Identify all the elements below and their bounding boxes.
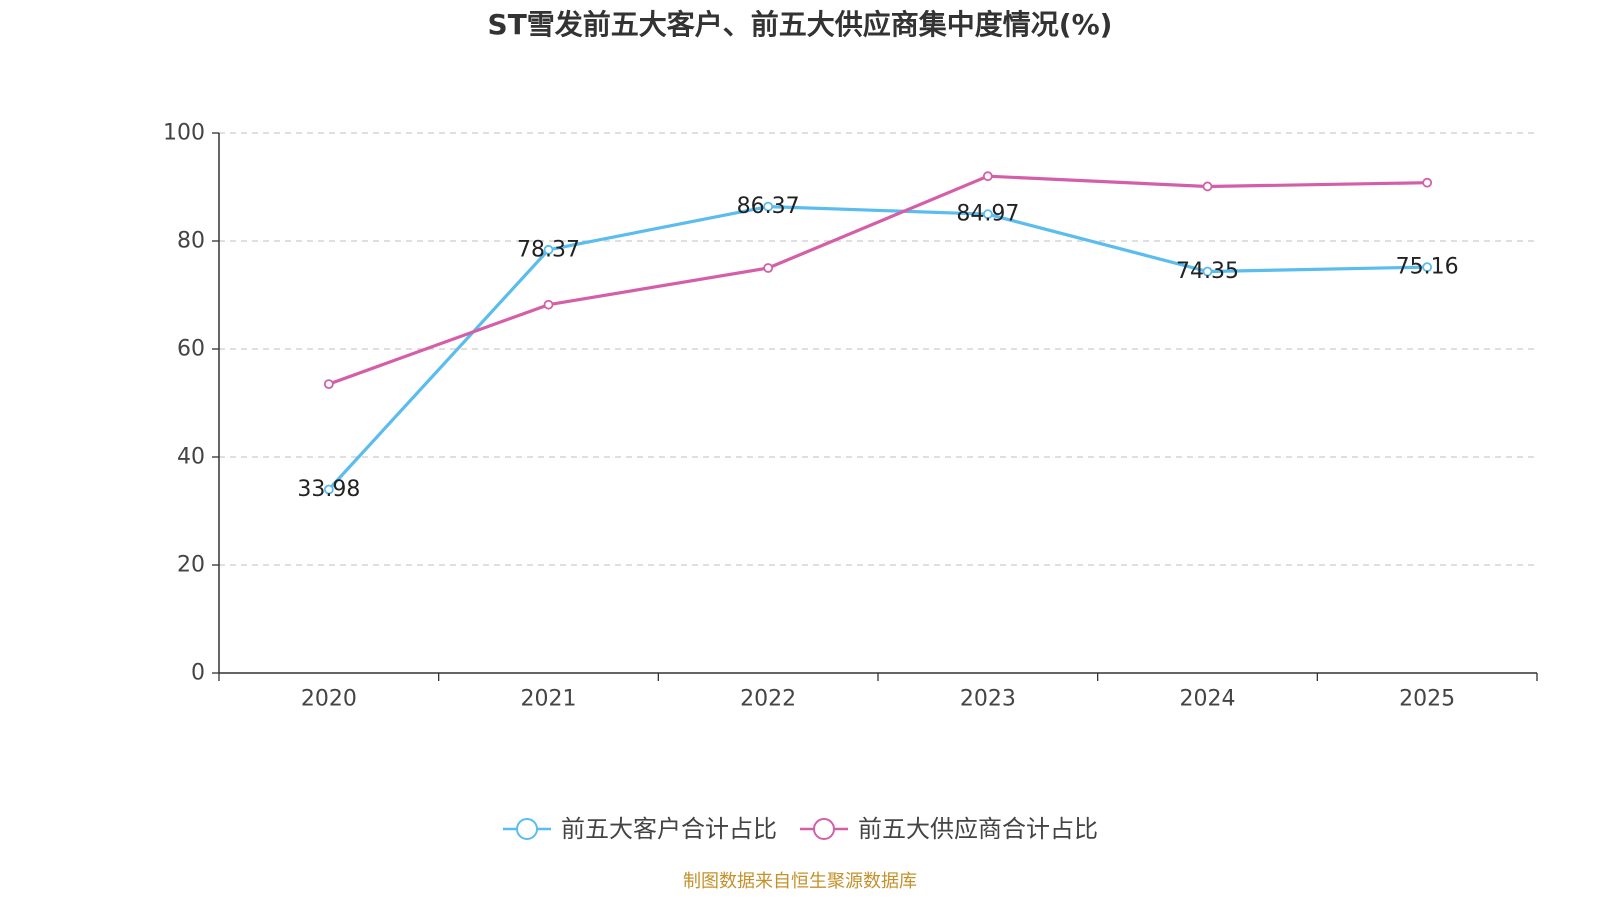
legend-item-0[interactable]: 前五大客户合计占比	[503, 815, 777, 843]
x-tick-label-2021: 2021	[521, 687, 577, 712]
y-tick-label: 20	[177, 553, 205, 578]
series-0-point-2025	[1422, 262, 1433, 273]
series-lines	[327, 174, 1428, 491]
y-tick-label: 60	[177, 337, 205, 362]
series-line-0	[327, 205, 1428, 491]
series-0-point-2023	[982, 209, 993, 220]
x-tick-label-2024: 2024	[1180, 687, 1236, 712]
y-tick-label: 100	[163, 121, 205, 146]
data-labels: 33.98 78.37 86.37 84.97 74.35 75.16	[297, 194, 1458, 502]
legend-label: 前五大客户合计占比	[561, 815, 777, 843]
axes: 0 20 40 60 80 100 2020 2021 2022 2023 2024 2025	[163, 121, 1538, 712]
y-tick-label: 0	[191, 661, 205, 686]
series-1-point-2024	[1202, 181, 1213, 192]
y-tick-label: 80	[177, 229, 205, 254]
series-1-point-2021	[543, 299, 554, 310]
legend-label: 前五大供应商合计占比	[858, 815, 1098, 843]
series-0-point-2024	[1202, 266, 1213, 277]
source-note: 制图数据来自恒生聚源数据库	[683, 871, 917, 892]
series-1-point-2022	[763, 263, 774, 273]
series-1-point-2023	[982, 171, 993, 182]
data-label-2020: 33.98	[297, 477, 360, 502]
data-label-2023: 84.97	[956, 202, 1019, 227]
x-tick-label-2020: 2020	[301, 687, 357, 712]
grid-lines	[219, 132, 1537, 566]
legend-circle-icon	[516, 818, 538, 840]
data-label-2024: 74.35	[1176, 259, 1239, 284]
series-0-point-2022	[763, 201, 774, 212]
series-0-point-2020	[323, 484, 334, 495]
legend-item-1[interactable]: 前五大供应商合计占比	[800, 815, 1098, 843]
y-tick-label: 40	[177, 445, 205, 470]
series-1-point-2025	[1422, 177, 1433, 188]
legend: 前五大客户合计占比 前五大供应商合计占比	[503, 815, 1098, 843]
series-line-1	[328, 174, 1428, 386]
x-tick-label-2023: 2023	[960, 687, 1016, 712]
x-tick-label-2022: 2022	[740, 687, 796, 712]
x-tick-label-2025: 2025	[1399, 687, 1455, 712]
data-label-2022: 86.37	[737, 194, 800, 219]
legend-circle-icon	[813, 818, 835, 840]
series-0-point-2021	[543, 244, 554, 255]
series-1-point-2020	[323, 379, 334, 390]
data-label-2025: 75.16	[1396, 255, 1459, 280]
chart-title: ST雪发前五大客户、前五大供应商集中度情况(%)	[488, 8, 1113, 41]
series-points	[323, 171, 1433, 495]
data-label-2021: 78.37	[517, 237, 580, 262]
